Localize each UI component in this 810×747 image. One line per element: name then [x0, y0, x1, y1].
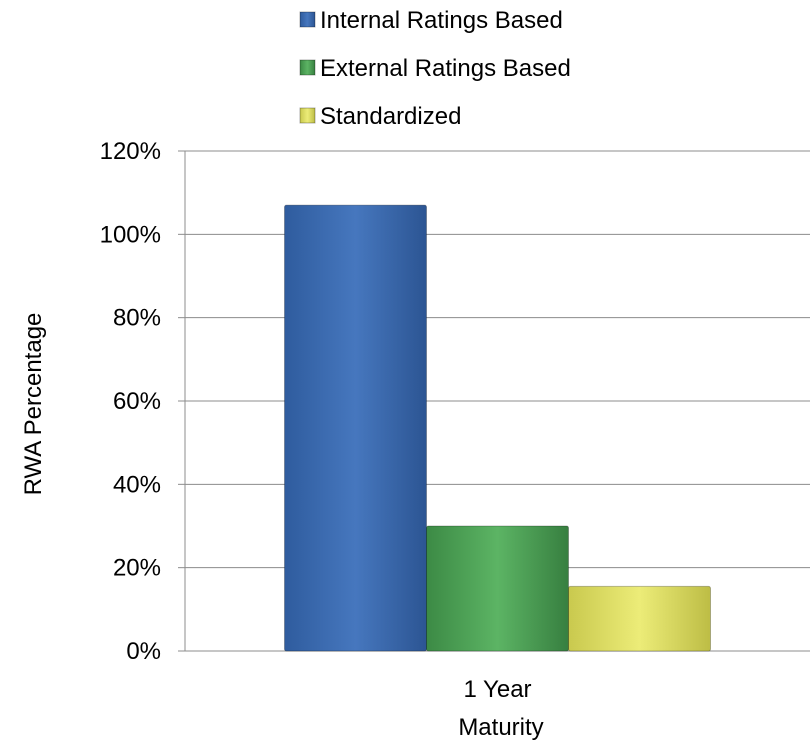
legend-label: Standardized: [320, 103, 461, 130]
legend-swatch: [299, 11, 316, 28]
y-tick-label: 0%: [126, 638, 161, 665]
bar-external-ratings-based: [426, 525, 569, 652]
legend-item: Standardized: [299, 103, 461, 130]
legend-item: External Ratings Based: [299, 55, 571, 82]
legend-swatch: [299, 107, 316, 124]
legend-label: Internal Ratings Based: [320, 7, 563, 34]
bar-internal-ratings-based: [284, 204, 427, 652]
y-tick-label: 80%: [113, 305, 161, 332]
y-tick-label: 20%: [113, 555, 161, 582]
legend: Internal Ratings Based External Ratings B…: [299, 7, 571, 130]
y-tick-label: 100%: [100, 221, 161, 248]
x-axis-label: Maturity: [458, 714, 543, 741]
y-axis-ticks: 0% 20% 40% 60% 80% 100% 120%: [100, 138, 185, 665]
x-axis-ticks: 1 Year: [463, 676, 531, 703]
y-axis-label: RWA Percentage: [20, 313, 47, 496]
legend-label: External Ratings Based: [320, 55, 571, 82]
bar-standardized: [568, 585, 711, 652]
x-tick-label: 1 Year: [463, 676, 531, 703]
y-tick-label: 60%: [113, 388, 161, 415]
legend-item: Internal Ratings Based: [299, 7, 563, 34]
y-tick-label: 40%: [113, 471, 161, 498]
y-tick-label: 120%: [100, 138, 161, 165]
bars: [284, 204, 711, 652]
legend-swatch: [299, 59, 316, 76]
